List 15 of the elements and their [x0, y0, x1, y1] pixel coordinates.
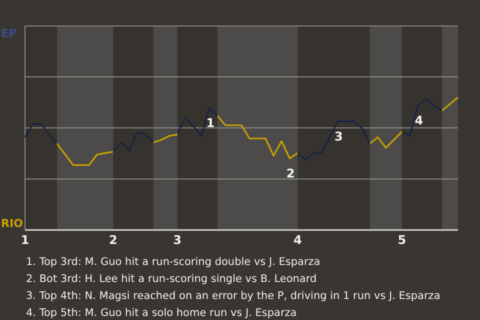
annotation: 3	[334, 129, 343, 144]
x-tick-label: 4	[293, 233, 302, 247]
text: 1. Top 3rd: M. Guo hit a run-scoring double vs J. Esparza	[26, 256, 320, 268]
text: 4. Top 5th: M. Guo hit a solo home run vs J. Esparza	[26, 307, 297, 319]
text: 2. Bot 3rd: H. Lee hit a run-scoring single vs B. Leonard	[26, 273, 317, 285]
x-tick-label: 2	[109, 233, 118, 247]
annotation: 1	[206, 116, 215, 130]
text: RIO	[1, 217, 23, 230]
text: EP	[1, 27, 17, 40]
x-tick-label: 5	[398, 233, 406, 247]
annotation: 4	[414, 113, 424, 128]
annotation: 2	[286, 166, 295, 180]
x-tick-label: 3	[173, 233, 182, 247]
x-tick-label: 1	[20, 233, 30, 247]
text: 3. Top 4th: N. Magsi reached on an error by the P, driving in 1 run vs J. Esparza	[26, 290, 440, 302]
